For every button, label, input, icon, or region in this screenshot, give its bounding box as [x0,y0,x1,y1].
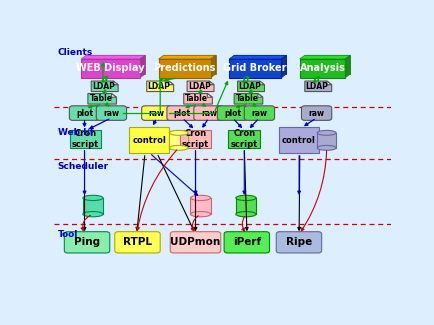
FancyBboxPatch shape [129,127,169,153]
Polygon shape [164,55,216,74]
Polygon shape [207,94,212,97]
Text: Cron
script: Cron script [182,129,209,149]
Polygon shape [209,81,214,85]
FancyBboxPatch shape [229,59,281,78]
Polygon shape [86,55,145,74]
Polygon shape [158,55,216,59]
Text: plot: plot [76,109,93,118]
Text: Predictions: Predictions [153,63,216,73]
FancyBboxPatch shape [224,232,270,253]
Text: Analysis: Analysis [299,63,345,73]
Polygon shape [210,55,216,78]
Polygon shape [147,81,174,92]
FancyBboxPatch shape [167,106,197,120]
Text: Clients: Clients [58,48,93,57]
Ellipse shape [317,145,336,150]
Text: raw: raw [103,109,119,118]
Text: control: control [132,136,166,145]
FancyBboxPatch shape [142,106,172,120]
Text: Ripe: Ripe [286,237,312,247]
Polygon shape [184,94,212,104]
Polygon shape [113,81,118,85]
Polygon shape [187,81,214,92]
Ellipse shape [191,195,210,201]
Text: raw: raw [251,109,267,118]
FancyBboxPatch shape [64,232,110,253]
Text: Table: Table [89,94,112,103]
Polygon shape [258,94,263,97]
FancyBboxPatch shape [217,106,248,120]
Text: LDAP: LDAP [92,82,115,91]
Ellipse shape [191,212,210,217]
Text: LDAP: LDAP [238,82,261,91]
Polygon shape [91,81,118,92]
FancyBboxPatch shape [70,130,101,148]
FancyBboxPatch shape [279,127,319,153]
Text: control: control [282,136,316,145]
Text: Cron
script: Cron script [72,129,99,149]
Text: LDAP: LDAP [188,82,211,91]
FancyBboxPatch shape [228,130,260,148]
Text: Table: Table [236,94,259,103]
FancyBboxPatch shape [69,106,100,120]
Polygon shape [345,55,350,78]
Text: plot: plot [224,109,241,118]
FancyBboxPatch shape [96,106,127,120]
Ellipse shape [169,130,188,135]
Text: raw: raw [201,109,217,118]
FancyBboxPatch shape [300,59,345,78]
Polygon shape [260,81,264,85]
Polygon shape [81,55,145,59]
Bar [83,198,103,214]
Polygon shape [169,81,174,85]
Ellipse shape [169,145,188,150]
Polygon shape [305,81,332,92]
Bar [317,133,336,148]
Text: Scheduler: Scheduler [58,162,109,171]
Polygon shape [229,55,286,59]
FancyBboxPatch shape [244,106,275,120]
FancyBboxPatch shape [276,232,322,253]
FancyBboxPatch shape [302,106,332,120]
Ellipse shape [317,130,336,135]
FancyBboxPatch shape [115,232,160,253]
Polygon shape [112,94,116,97]
Polygon shape [234,94,263,104]
FancyBboxPatch shape [180,130,211,148]
Ellipse shape [236,212,256,217]
Text: plot: plot [174,109,191,118]
Polygon shape [140,55,145,78]
FancyBboxPatch shape [81,59,140,78]
Polygon shape [237,81,264,92]
Text: iPerf: iPerf [233,237,261,247]
Bar [191,198,210,214]
Text: raw: raw [309,109,325,118]
Text: Tool: Tool [58,230,78,239]
Bar [236,198,256,214]
Text: Table: Table [185,94,208,103]
Text: Cron
script: Cron script [230,129,258,149]
Ellipse shape [83,195,103,201]
Text: WEB Display: WEB Display [76,63,145,73]
Polygon shape [327,81,332,85]
Text: Ping: Ping [74,237,100,247]
FancyBboxPatch shape [194,106,224,120]
Polygon shape [234,55,286,74]
Polygon shape [281,55,286,78]
Polygon shape [300,55,350,59]
Polygon shape [305,55,350,74]
Text: RTPL: RTPL [123,237,152,247]
Text: LDAP: LDAP [306,82,329,91]
Text: raw: raw [149,109,165,118]
Text: Web I/f: Web I/f [58,127,93,136]
Polygon shape [88,94,116,104]
Text: Grid Broker: Grid Broker [224,63,287,73]
Ellipse shape [236,195,256,201]
Ellipse shape [83,212,103,217]
Text: LDAP: LDAP [148,82,171,91]
FancyBboxPatch shape [158,59,210,78]
Bar [169,133,188,148]
FancyBboxPatch shape [170,232,221,253]
Text: UDPmon: UDPmon [171,237,220,247]
